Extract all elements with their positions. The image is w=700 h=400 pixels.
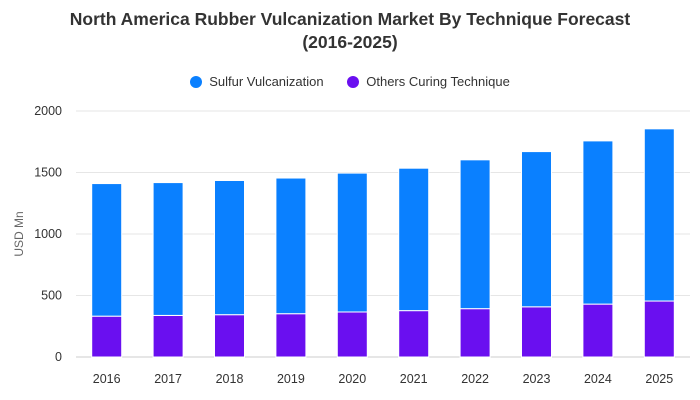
x-tick-label: 2023 [523,372,551,386]
x-tick-label: 2016 [93,372,121,386]
y-tick-label: 500 [41,289,62,303]
chart-title: North America Rubber Vulcanization Marke… [0,8,700,54]
bar-sulfur-2016 [91,183,123,317]
bar-others-2023 [521,306,552,358]
x-tick-label: 2025 [645,372,673,386]
bar-sulfur-2025 [643,128,675,302]
x-tick-label: 2017 [154,372,182,386]
bar-sulfur-2020 [336,172,368,313]
y-tick-label: 0 [55,350,62,364]
legend-swatch-sulfur [190,75,203,88]
chart-title-line-2: (2016-2025) [302,32,398,52]
x-tick-label: 2020 [338,372,366,386]
x-tick-label: 2019 [277,372,305,386]
y-tick-label: 1500 [34,166,62,180]
x-tick-label: 2022 [461,372,489,386]
bar-sulfur-2017 [152,182,184,316]
y-tick-label: 2000 [34,104,62,118]
x-tick-label: 2021 [400,372,428,386]
bar-sulfur-2021 [398,167,430,312]
legend-item-sulfur-vulcanization[interactable]: Sulfur Vulcanization [190,74,324,89]
legend: Sulfur Vulcanization Others Curing Techn… [0,74,700,91]
y-tick-label: 1000 [34,227,62,241]
bar-others-2022 [459,308,491,358]
bar-others-2021 [398,310,430,358]
bar-others-2024 [582,303,614,358]
bar-others-2016 [91,315,123,358]
bar-others-2025 [643,300,675,358]
y-axis-label: USD Mn [12,211,26,256]
bar-sulfur-2023 [521,151,552,308]
legend-label-others: Others Curing Technique [366,74,510,89]
legend-item-others-curing-technique[interactable]: Others Curing Technique [347,74,510,89]
legend-swatch-others [347,75,360,88]
legend-label-sulfur: Sulfur Vulcanization [209,74,324,89]
bar-others-2019 [275,313,307,358]
x-tick-label: 2024 [584,372,612,386]
bar-sulfur-2024 [582,140,614,305]
bar-others-2018 [214,314,245,358]
chart-title-line-1: North America Rubber Vulcanization Marke… [69,9,631,29]
bar-others-2017 [152,314,184,358]
x-tick-label: 2018 [216,372,244,386]
bar-sulfur-2019 [275,177,307,315]
bar-others-2020 [336,311,368,358]
bar-sulfur-2022 [459,159,491,310]
bar-sulfur-2018 [214,179,245,316]
